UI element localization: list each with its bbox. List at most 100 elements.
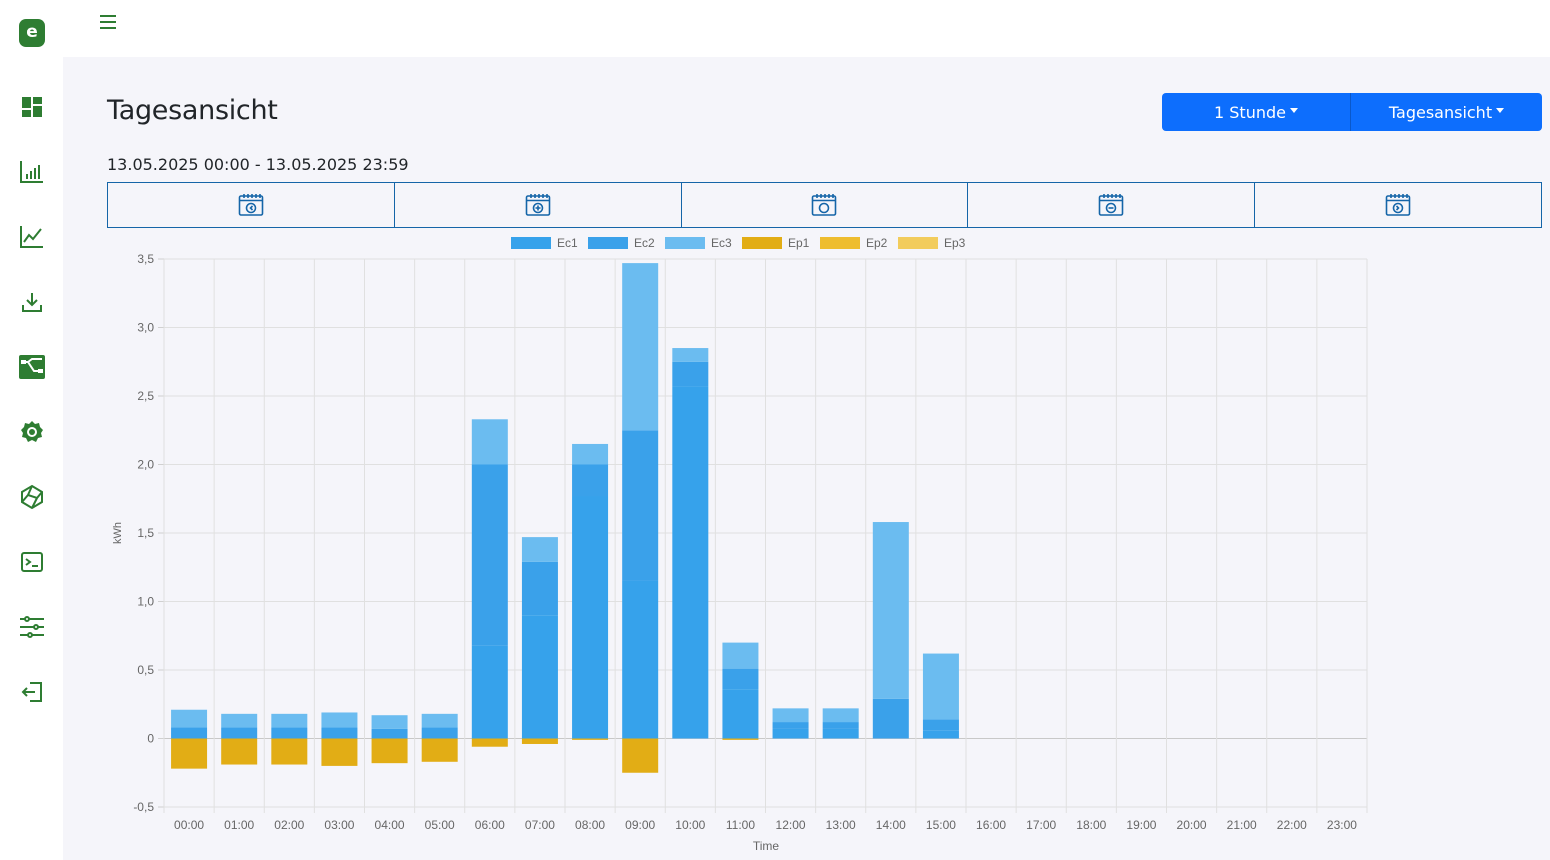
bar-ep1 [421, 738, 458, 762]
caret-down-icon [1496, 108, 1505, 113]
bar-ec1 [471, 645, 508, 739]
legend-swatch [511, 237, 551, 249]
x-tick-label: 23:00 [1327, 818, 1357, 832]
x-tick-label: 13:00 [826, 818, 856, 832]
bar-ec2 [572, 464, 609, 497]
legend-label: Ec3 [711, 236, 732, 250]
bar-ep1 [572, 738, 609, 740]
x-tick-label: 03:00 [324, 818, 354, 832]
x-tick-label: 02:00 [274, 818, 304, 832]
bar-ec1 [822, 728, 859, 739]
y-tick-label: 2,5 [137, 389, 154, 403]
bar-ec3 [672, 348, 709, 362]
bar-ep1 [221, 738, 258, 765]
bar-ec2 [622, 430, 659, 581]
x-tick-label: 15:00 [926, 818, 956, 832]
current-period-button[interactable] [682, 183, 969, 227]
remove-period-icon [1098, 194, 1124, 216]
x-tick-label: 19:00 [1126, 818, 1156, 832]
line-chart-icon[interactable] [16, 221, 48, 253]
next-period-button[interactable] [1255, 183, 1541, 227]
view-button-group: 1 Stunde Tagesansicht [1162, 93, 1542, 131]
chart-bars [171, 263, 959, 773]
sliders-icon[interactable] [16, 611, 48, 643]
legend-swatch [588, 237, 628, 249]
bar-ec3 [171, 709, 208, 728]
x-tick-label: 20:00 [1177, 818, 1207, 832]
bar-ec3 [772, 708, 809, 723]
dashboard-icon[interactable] [16, 91, 48, 123]
main-content: Tagesansicht 13.05.2025 00:00 - 13.05.20… [63, 57, 1550, 860]
bar-ec3 [421, 713, 458, 728]
remove-period-button[interactable] [968, 183, 1256, 227]
bar-ec2 [521, 561, 558, 616]
bar-ec3 [271, 713, 308, 728]
legend-label: Ep1 [788, 236, 810, 250]
bar-ec1 [622, 580, 659, 739]
add-period-button[interactable] [395, 183, 682, 227]
chart-axes: -0,5 0 0,5 1,0 1,5 2,0 2,5 3,0 3,5 00:00 01:00 02:0… [133, 252, 1357, 832]
sidebar: e [0, 0, 63, 860]
topbar [63, 0, 1550, 57]
x-tick-label: 00:00 [174, 818, 204, 832]
x-tick-label: 17:00 [1026, 818, 1056, 832]
bar-ec3 [922, 653, 959, 720]
bar-ec2 [772, 722, 809, 729]
download-icon[interactable] [16, 286, 48, 318]
terminal-icon[interactable] [16, 546, 48, 578]
bar-ec3 [371, 715, 408, 729]
interval-button-label: 1 Stunde [1214, 102, 1286, 122]
y-tick-label: 2,0 [137, 458, 154, 472]
bar-ec2 [822, 722, 859, 729]
x-tick-label: 16:00 [976, 818, 1006, 832]
x-tick-label: 18:00 [1076, 818, 1106, 832]
interval-dropdown-button[interactable]: 1 Stunde [1162, 93, 1351, 131]
bar-ep1 [471, 738, 508, 747]
bar-ec3 [722, 642, 759, 669]
bar-ep1 [271, 738, 308, 765]
bar-chart-icon[interactable] [16, 156, 48, 188]
polyhedron-icon[interactable] [16, 481, 48, 513]
logout-icon[interactable] [16, 676, 48, 708]
flow-icon[interactable] [16, 351, 48, 383]
x-tick-label: 12:00 [776, 818, 806, 832]
bar-ec1 [772, 728, 809, 739]
x-tick-label: 09:00 [625, 818, 655, 832]
bar-ec2 [271, 727, 308, 739]
current-period-icon [812, 194, 837, 216]
caret-down-icon [1289, 108, 1298, 113]
bar-ep1 [722, 738, 759, 740]
x-tick-label: 10:00 [675, 818, 705, 832]
bar-ec3 [321, 712, 358, 728]
bar-ec3 [872, 522, 909, 699]
x-tick-label: 04:00 [375, 818, 405, 832]
page-title: Tagesansicht [107, 95, 278, 126]
grafana-icon[interactable] [16, 416, 48, 448]
bar-ec2 [471, 464, 508, 646]
legend-label: Ep3 [944, 236, 966, 250]
bar-ec2 [221, 727, 258, 739]
legend-swatch [820, 237, 860, 249]
x-tick-label: 08:00 [575, 818, 605, 832]
chart-grid [158, 258, 1368, 813]
app-logo[interactable]: e [19, 19, 45, 47]
x-tick-label: 01:00 [224, 818, 254, 832]
chart-legend: Ec1 Ec2 Ec3 Ep1 Ep2 Ep3 [511, 236, 966, 250]
bar-ec2 [171, 727, 208, 739]
menu-toggle-icon[interactable] [98, 12, 118, 32]
y-tick-label: 1,0 [137, 595, 154, 609]
bar-ec2 [321, 727, 358, 739]
bar-ep1 [321, 738, 358, 766]
next-period-icon [1385, 194, 1411, 216]
bar-ec1 [722, 689, 759, 739]
view-dropdown-button[interactable]: Tagesansicht [1351, 93, 1542, 131]
legend-swatch [665, 237, 705, 249]
x-tick-label: 11:00 [726, 818, 755, 832]
previous-period-button[interactable] [108, 183, 395, 227]
x-tick-label: 07:00 [525, 818, 555, 832]
bar-ec3 [221, 713, 258, 728]
bar-ep1 [622, 738, 659, 773]
x-tick-label: 14:00 [876, 818, 906, 832]
bar-ec1 [572, 496, 609, 739]
bar-ec3 [622, 263, 659, 431]
